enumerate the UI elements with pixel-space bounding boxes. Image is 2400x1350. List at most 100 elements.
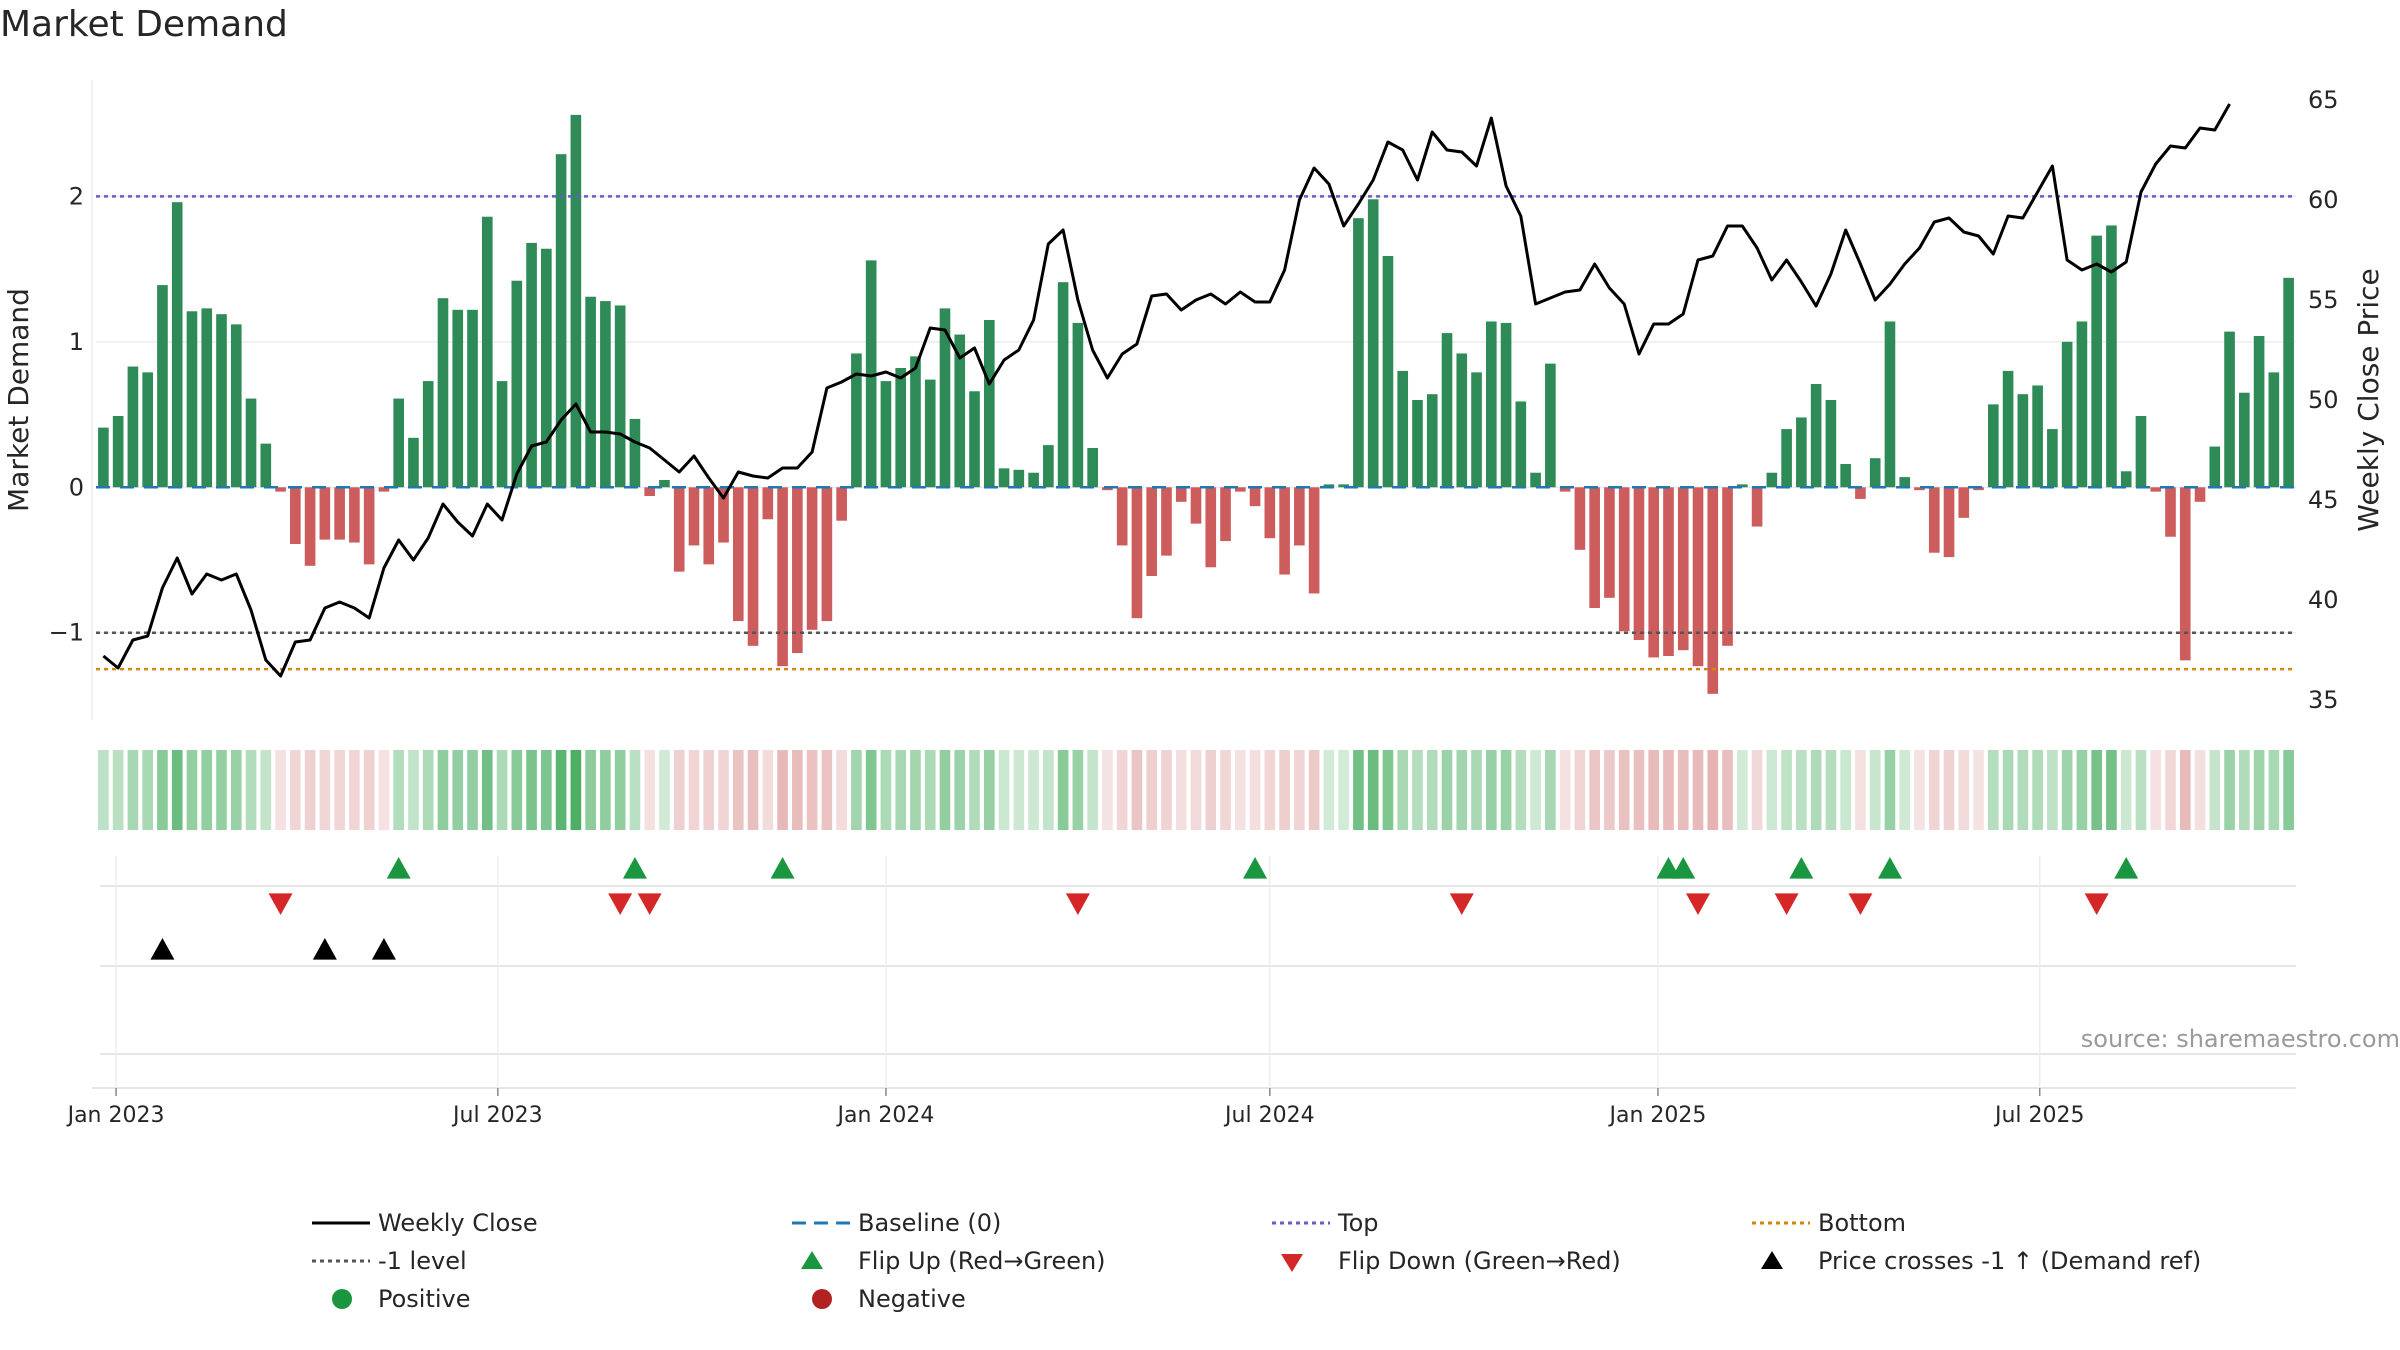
- heat-cell: [1412, 750, 1423, 830]
- heat-cell: [836, 750, 847, 830]
- heat-cell: [2224, 750, 2235, 830]
- demand-bar: [2150, 487, 2162, 492]
- flip-up-marker: [770, 857, 795, 879]
- triangle-up-icon: [801, 1251, 823, 1269]
- demand-bar: [393, 398, 404, 488]
- heat-cell: [1397, 750, 1409, 830]
- demand-bar: [349, 487, 360, 543]
- demand-bar: [1943, 487, 1955, 558]
- heat-cell: [2239, 750, 2250, 830]
- heat-cell: [1707, 750, 1719, 830]
- demand-bar: [378, 487, 390, 492]
- heat-cell: [1988, 750, 1999, 830]
- demand-bar: [1648, 487, 1660, 658]
- heat-cell: [1869, 750, 1881, 830]
- heat-cell: [408, 750, 419, 830]
- heat-cell: [880, 750, 892, 830]
- legend-label: Flip Up (Red→Green): [858, 1247, 1106, 1275]
- demand-bar: [1471, 372, 1482, 488]
- heat-cell: [600, 750, 611, 830]
- demand-bar: [1323, 484, 1335, 488]
- heat-cell: [1973, 750, 1984, 830]
- flip-up-marker: [1671, 857, 1696, 879]
- demand-bar: [1796, 417, 1807, 488]
- demand-bar: [2268, 372, 2280, 488]
- demand-bar: [1574, 487, 1586, 550]
- heat-cell: [260, 750, 272, 830]
- heat-cell: [1884, 750, 1896, 830]
- demand-bar: [629, 418, 641, 488]
- circle-icon: [812, 1289, 832, 1309]
- demand-bar: [969, 391, 980, 488]
- heat-cell: [1234, 750, 1246, 830]
- demand-bar: [1234, 487, 1246, 492]
- legend-line-dashed-icon: [792, 1221, 850, 1225]
- heat-cell: [186, 750, 198, 830]
- heat-cell: [688, 750, 700, 830]
- heat-cell: [2283, 750, 2294, 830]
- weekly-close-line: [102, 103, 2231, 678]
- heat-cell: [821, 750, 833, 830]
- legend-line-dotted-icon: [1752, 1221, 1810, 1225]
- demand-bar: [1869, 458, 1881, 488]
- heat-cell: [1146, 750, 1158, 830]
- heat-cell: [555, 750, 567, 830]
- y-tick-label: −1: [49, 619, 84, 647]
- heat-cell: [349, 750, 360, 830]
- heat-cell: [1677, 750, 1689, 830]
- heat-cell: [644, 750, 656, 830]
- heat-cell: [1810, 750, 1822, 830]
- demand-bar: [2165, 487, 2176, 537]
- demand-bar: [437, 298, 449, 488]
- demand-bar: [1914, 487, 1925, 491]
- heat-cell: [1338, 750, 1349, 830]
- demand-bar: [1692, 487, 1704, 667]
- y2-tick-label: 45: [2308, 486, 2339, 514]
- legend-flip-up: Flip Up (Red→Green): [780, 1246, 1106, 1276]
- heat-cell: [1559, 750, 1571, 830]
- demand-bar: [1810, 384, 1822, 488]
- heat-cell: [1028, 750, 1039, 830]
- legend-baseline: Baseline (0): [780, 1208, 1001, 1238]
- heat-cell: [1279, 750, 1290, 830]
- demand-bar: [1722, 487, 1733, 646]
- demand-bar: [408, 437, 419, 488]
- heat-cell: [718, 750, 729, 830]
- heat-cell: [1205, 750, 1217, 830]
- demand-bar: [924, 379, 936, 488]
- demand-bar: [2017, 394, 2029, 488]
- heat-cell: [1530, 750, 1541, 830]
- legend-top: Top: [1260, 1208, 1379, 1238]
- y-axis-title: Market Demand: [2, 288, 35, 512]
- heat-cell: [275, 750, 286, 830]
- heat-cell: [629, 750, 641, 830]
- demand-bar: [1057, 282, 1069, 488]
- heat-cell: [1515, 750, 1527, 830]
- heat-cell: [1367, 750, 1379, 830]
- y-tick-label: 1: [69, 328, 84, 356]
- heat-cell: [2253, 750, 2265, 830]
- heat-cell: [969, 750, 980, 830]
- demand-bar: [1973, 487, 1984, 491]
- demand-bar: [1677, 487, 1689, 651]
- flip-up-marker: [1789, 857, 1814, 879]
- price-cross-marker: [371, 938, 396, 960]
- demand-bar: [1397, 370, 1409, 488]
- flip-up-marker: [1877, 857, 1902, 879]
- demand-bar: [452, 309, 464, 488]
- demand-bar: [895, 368, 907, 488]
- flip-down-marker: [608, 893, 633, 915]
- demand-bar: [718, 487, 729, 543]
- heat-cell: [614, 750, 626, 830]
- heat-cell: [1825, 750, 1837, 830]
- heat-cell: [1633, 750, 1645, 830]
- heat-cell: [467, 750, 478, 830]
- demand-bar: [732, 487, 744, 622]
- heat-cell: [910, 750, 921, 830]
- demand-bar: [1884, 321, 1896, 488]
- demand-bar: [703, 487, 715, 565]
- x-tick-label: Jul 2024: [1223, 1103, 1315, 1128]
- demand-bar: [142, 372, 153, 488]
- demand-bar: [496, 381, 508, 488]
